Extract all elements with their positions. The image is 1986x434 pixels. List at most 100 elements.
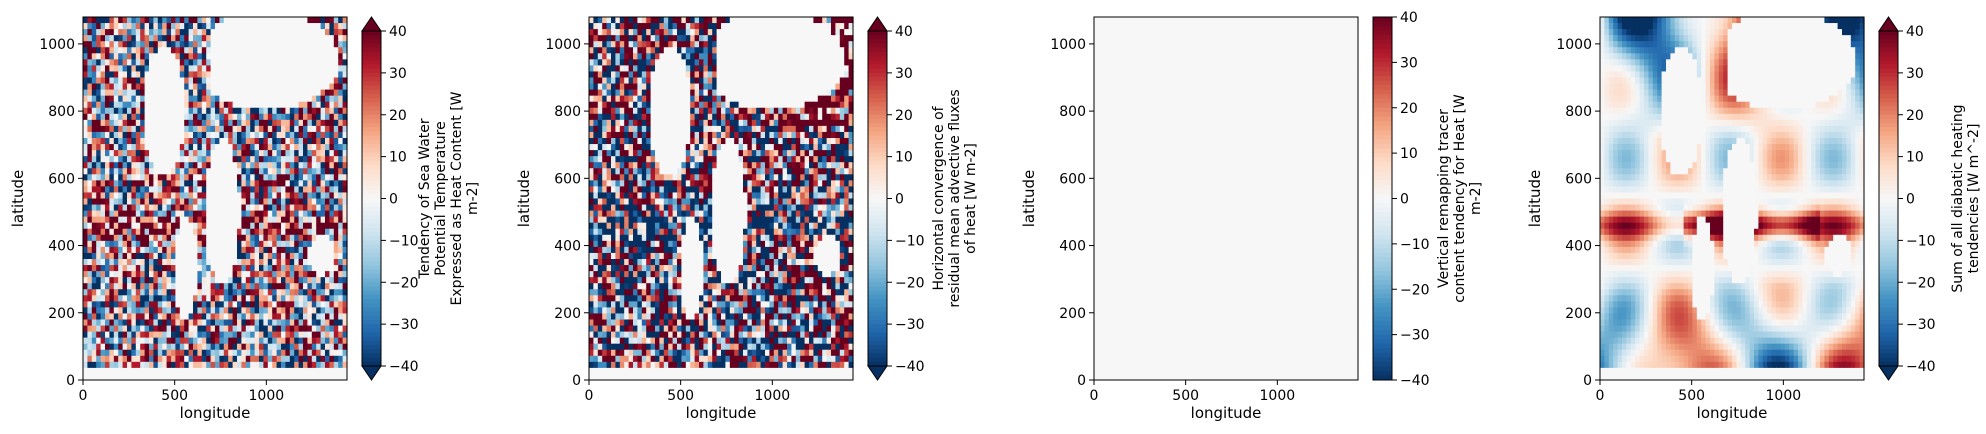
heatmap-cell — [721, 119, 726, 127]
heatmap-cell — [329, 246, 335, 254]
heatmap-cell — [325, 246, 330, 254]
heatmap-cell — [144, 319, 150, 327]
heatmap-cell — [140, 295, 146, 302]
heatmap-cell — [223, 234, 229, 242]
heatmap-cell — [289, 283, 295, 290]
heatmap-cell — [835, 125, 841, 133]
colorbar-segment — [362, 64, 381, 70]
heatmap-cell — [118, 313, 124, 321]
heatmap-cell — [782, 23, 788, 30]
heatmap-cell — [237, 240, 242, 248]
heatmap-cell — [263, 41, 269, 48]
heatmap-cell — [215, 59, 220, 66]
heatmap-cell — [285, 343, 291, 351]
heatmap-cell — [157, 307, 163, 315]
heatmap-cell — [316, 228, 322, 236]
heatmap-cell — [804, 47, 810, 54]
colorbar-segment — [362, 68, 381, 74]
heatmap-cell — [171, 65, 176, 73]
heatmap-cell — [712, 107, 718, 115]
heatmap-cell — [316, 192, 322, 200]
heatmap-cell — [712, 89, 718, 97]
heatmap-cell — [289, 337, 295, 345]
heatmap-cell — [316, 95, 322, 103]
heatmap-cell — [329, 144, 335, 151]
heatmap-cell — [219, 41, 225, 48]
heatmap-cell — [162, 234, 168, 242]
heatmap-cell — [201, 71, 207, 79]
heatmap-cell — [188, 174, 194, 181]
heatmap-cell — [756, 59, 762, 66]
heatmap-cell — [267, 234, 273, 242]
heatmap-cells — [83, 17, 348, 381]
heatmap-cell — [633, 65, 638, 73]
heatmap-cell — [184, 343, 190, 351]
heatmap-cell — [646, 119, 652, 127]
heatmap-cell — [122, 331, 128, 339]
heatmap-cell — [791, 47, 797, 54]
heatmap-cell — [681, 131, 687, 139]
heatmap-cell — [223, 289, 229, 296]
colorbar-segment — [362, 190, 381, 195]
heatmap-cell — [316, 337, 322, 345]
heatmap-cell — [87, 192, 93, 200]
heatmap-cell — [197, 295, 203, 302]
heatmap-cell — [113, 349, 119, 357]
heatmap-cell — [100, 95, 106, 103]
heatmap-cell — [87, 216, 93, 224]
heatmap-cell — [113, 144, 119, 151]
heatmap-cell — [342, 349, 348, 357]
heatmap-cell — [325, 319, 330, 327]
heatmap-cell — [210, 301, 216, 308]
heatmap-cell — [228, 307, 234, 315]
heatmap-cell — [171, 355, 176, 363]
heatmap-cell — [122, 343, 128, 351]
heatmap-cell — [215, 259, 220, 266]
heatmap-cell — [606, 138, 612, 145]
heatmap-cell — [149, 313, 154, 321]
heatmap-cell — [118, 89, 124, 97]
heatmap-cell — [184, 180, 190, 187]
heatmap-cell — [655, 59, 660, 66]
heatmap-cell — [237, 41, 242, 48]
heatmap-cell — [144, 271, 150, 278]
colorbar-segment — [362, 85, 381, 91]
heatmap-cell — [109, 222, 115, 230]
heatmap-cell — [171, 17, 176, 24]
heatmap-cell — [241, 113, 247, 121]
heatmap-cell — [210, 125, 216, 133]
heatmap-cell — [91, 17, 97, 24]
heatmap-cell — [127, 307, 132, 315]
heatmap-cell — [628, 119, 634, 127]
heatmap-cell — [83, 17, 88, 24]
heatmap-cell — [611, 71, 616, 79]
heatmap-cell — [289, 138, 295, 145]
y-tick-label: 200 — [48, 306, 75, 322]
heatmap-cell — [738, 107, 744, 115]
heatmap-cell — [193, 313, 198, 321]
heatmap-cell — [303, 168, 308, 175]
heatmap-cell — [624, 59, 630, 66]
heatmap-cell — [188, 204, 194, 212]
heatmap-cell — [848, 35, 854, 42]
heatmap-cell — [303, 325, 308, 333]
heatmap-cell — [219, 277, 225, 284]
heatmap-cell — [188, 138, 194, 145]
heatmap-cell — [109, 162, 115, 169]
heatmap-cell — [175, 131, 181, 139]
heatmap-cell — [298, 29, 304, 36]
heatmap-cell — [333, 234, 339, 242]
heatmap-cell — [87, 319, 93, 327]
heatmap-cell — [184, 271, 190, 278]
heatmap-cell — [716, 23, 722, 30]
heatmap-cell — [254, 107, 260, 115]
heatmap-cell — [289, 144, 295, 151]
heatmap-cell — [197, 89, 203, 97]
heatmap-cell — [738, 71, 744, 79]
heatmap-cell — [131, 361, 137, 369]
heatmap-cell — [179, 367, 185, 375]
heatmap-cell — [782, 131, 788, 139]
heatmap-cell — [122, 107, 128, 115]
heatmap-cell — [201, 83, 207, 91]
heatmap-cell — [611, 65, 616, 73]
